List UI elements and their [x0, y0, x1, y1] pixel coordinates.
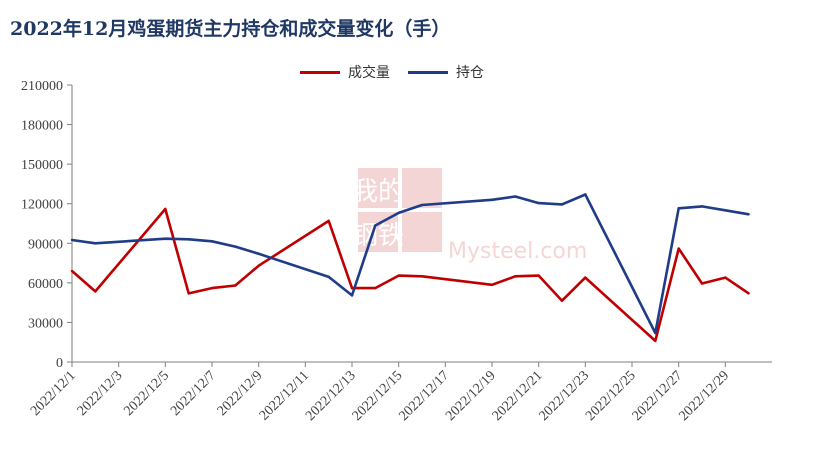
x-tick-label: 2022/12/1	[28, 368, 79, 419]
data-point	[374, 224, 377, 227]
data-point	[747, 292, 750, 295]
data-point	[210, 240, 214, 243]
data-point	[234, 245, 237, 248]
data-point	[747, 213, 750, 216]
legend-swatch-volume	[300, 70, 340, 74]
x-tick-label: 2022/12/3	[75, 368, 126, 419]
x-tick-label: 2022/12/17	[396, 368, 452, 424]
data-point	[584, 276, 587, 279]
data-point	[537, 274, 540, 277]
series-layer	[70, 193, 750, 343]
y-tick-label: 180000	[21, 119, 63, 134]
data-point	[514, 275, 517, 278]
data-point	[187, 292, 190, 295]
y-tick-label: 90000	[28, 237, 63, 252]
chart-title: 2022年12月鸡蛋期货主力持仓和成交量变化（手）	[10, 18, 451, 40]
legend: 成交量 持仓	[300, 62, 484, 82]
legend-item-volume: 成交量	[300, 62, 390, 82]
data-point	[677, 207, 680, 210]
data-point	[700, 282, 704, 285]
data-point	[257, 252, 260, 256]
y-tick-label: 0	[56, 356, 63, 371]
y-tick-label: 210000	[21, 79, 63, 94]
y-tick-label: 150000	[21, 158, 63, 173]
data-point	[94, 290, 97, 293]
legend-item-open-interest: 持仓	[408, 62, 484, 82]
x-tick-label: 2022/12/19	[443, 368, 499, 424]
data-point	[70, 238, 74, 242]
data-point	[654, 339, 657, 343]
series-line-open-interest	[71, 193, 749, 335]
y-tick-label: 30000	[28, 316, 63, 331]
y-tick-label: 120000	[21, 198, 63, 213]
axes	[71, 85, 772, 363]
x-tick-label: 2022/12/29	[676, 368, 732, 424]
x-tick-label: 2022/12/25	[583, 368, 639, 424]
data-point	[397, 211, 400, 215]
x-tick-label: 2022/12/21	[490, 368, 546, 424]
y-axis-ticks: 0 30000 60000 90000 120000 150000 180000 210000	[21, 79, 72, 371]
data-point	[397, 274, 400, 277]
data-point	[724, 209, 727, 212]
data-point	[210, 286, 214, 290]
data-point	[490, 283, 494, 287]
data-point	[490, 198, 494, 201]
data-point	[560, 299, 564, 302]
legend-label-open-interest: 持仓	[456, 65, 484, 81]
svg-text:Mysteel.com: Mysteel.com	[448, 239, 587, 264]
data-point	[700, 205, 704, 208]
data-point	[350, 286, 354, 290]
data-point	[374, 286, 377, 290]
data-point	[187, 238, 190, 241]
y-tick-label: 60000	[28, 277, 63, 292]
data-point	[234, 284, 237, 287]
data-point	[70, 269, 74, 273]
x-tick-label: 2022/12/27	[630, 368, 686, 424]
svg-text:钢铁: 钢铁	[352, 221, 404, 251]
data-point	[584, 193, 587, 196]
data-point	[514, 195, 517, 198]
svg-text:我的: 我的	[352, 177, 404, 207]
x-tick-label: 2022/12/13	[303, 368, 359, 424]
data-point	[677, 247, 680, 250]
legend-swatch-open-interest	[408, 70, 448, 74]
data-point	[257, 264, 260, 267]
data-point	[724, 276, 727, 279]
x-tick-label: 2022/12/15	[350, 368, 406, 424]
data-point	[327, 275, 330, 279]
data-point	[654, 331, 657, 335]
data-point	[327, 219, 330, 223]
watermark-logo: 我的 钢铁 Mysteel.com	[352, 168, 587, 264]
legend-label-volume: 成交量	[348, 65, 390, 81]
data-point	[164, 207, 167, 211]
data-point	[350, 294, 354, 297]
x-tick-label: 2022/12/23	[536, 368, 592, 424]
data-point	[164, 237, 167, 240]
data-point	[537, 201, 540, 205]
series-line-volume	[71, 207, 750, 343]
x-tick-label: 2022/12/5	[121, 368, 172, 419]
data-point	[420, 203, 424, 207]
x-tick-label: 2022/12/7	[168, 368, 219, 419]
data-point	[420, 275, 424, 278]
data-point	[560, 203, 564, 206]
data-point	[94, 242, 97, 245]
